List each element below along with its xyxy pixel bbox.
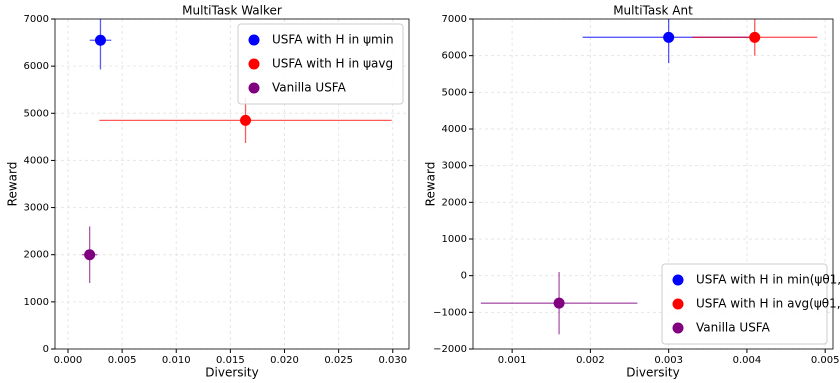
- point: [663, 31, 675, 43]
- legend: USFA with H in min(ψθ1,2δ) USFA with H in…: [661, 263, 840, 345]
- x-tick-label: 0.004: [733, 355, 762, 366]
- legend-label: USFA with H in ψavg: [272, 57, 393, 71]
- x-tick-label: 0.005: [811, 355, 840, 366]
- chart-title: MultiTask Walker: [182, 4, 282, 18]
- point: [240, 114, 252, 126]
- legend-marker: [672, 298, 684, 310]
- y-axis-label: Reward: [6, 162, 20, 207]
- x-tick-label: 0.005: [108, 355, 137, 366]
- plot-area: [82, 19, 392, 283]
- legend-box: [237, 23, 404, 105]
- point: [94, 34, 106, 46]
- legend-label: USFA with H in avg(ψθ1,2δ): [696, 297, 840, 311]
- y-tick-label: 1000: [442, 234, 467, 245]
- x-tick-label: 0.015: [216, 355, 245, 366]
- legend: USFA with H in ψmin USFA with H in ψavg Va…: [237, 23, 404, 105]
- y-tick-label: −1000: [433, 307, 467, 318]
- y-tick-label: 4000: [24, 155, 49, 166]
- x-tick-label: 0.001: [498, 355, 527, 366]
- x-tick-label: 0.025: [324, 355, 353, 366]
- y-tick-label: 1000: [24, 297, 49, 308]
- y-tick-label: 6000: [24, 61, 49, 72]
- legend-marker: [672, 322, 684, 334]
- y-tick-label: 5000: [442, 87, 467, 98]
- plot-area: [480, 19, 818, 335]
- chart-title: MultiTask Ant: [613, 4, 693, 18]
- y-tick-label: 3000: [24, 203, 49, 214]
- axes-frame: [472, 18, 834, 350]
- x-tick-label: 0.000: [54, 355, 83, 366]
- legend-label: USFA with H in ψmin: [272, 33, 394, 47]
- x-tick-label: 0.003: [654, 355, 683, 366]
- y-axis-label: Reward: [424, 162, 438, 207]
- legend-label: Vanilla USFA: [696, 321, 771, 335]
- axes-frame: [54, 18, 410, 350]
- point: [553, 297, 565, 309]
- legend-marker: [248, 82, 260, 94]
- y-tick-label: 0: [43, 344, 49, 355]
- legend-marker: [248, 58, 260, 70]
- y-tick-label: −2000: [433, 344, 467, 355]
- y-tick-label: 7000: [442, 14, 467, 25]
- legend-marker: [672, 274, 684, 286]
- legend-marker: [248, 34, 260, 46]
- x-tick-label: 0.020: [270, 355, 299, 366]
- x-axis-label: Diversity: [205, 366, 258, 380]
- y-tick-label: 5000: [24, 108, 49, 119]
- x-tick-label: 0.030: [378, 355, 407, 366]
- legend-label: Vanilla USFA: [272, 81, 347, 95]
- legend-label: USFA with H in min(ψθ1,2δ): [696, 273, 840, 287]
- y-tick-label: 7000: [24, 14, 49, 25]
- y-tick-label: 2000: [442, 197, 467, 208]
- point: [84, 249, 96, 261]
- x-axis-label: Diversity: [626, 366, 679, 380]
- y-tick-label: 3000: [442, 161, 467, 172]
- y-tick-label: 2000: [24, 250, 49, 261]
- y-tick-label: 0: [461, 271, 467, 282]
- x-tick-label: 0.010: [162, 355, 191, 366]
- legend-box: [661, 263, 828, 345]
- y-tick-label: 6000: [442, 51, 467, 62]
- y-tick-label: 4000: [442, 124, 467, 135]
- x-tick-label: 0.002: [576, 355, 605, 366]
- point: [749, 31, 761, 43]
